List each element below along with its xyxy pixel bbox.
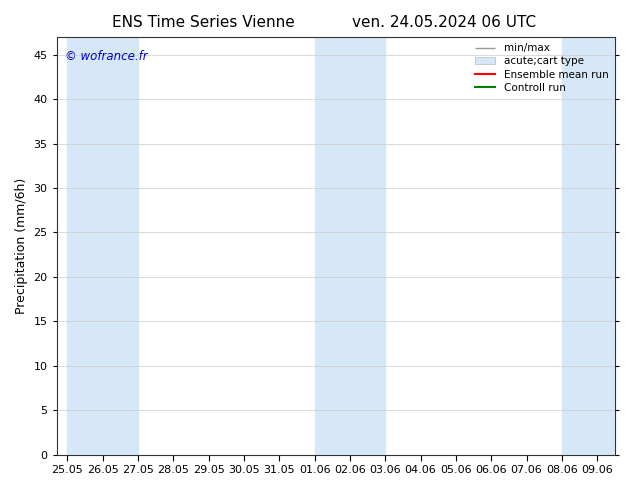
- Bar: [314, 37, 385, 455]
- Text: ven. 24.05.2024 06 UTC: ven. 24.05.2024 06 UTC: [352, 15, 536, 30]
- Text: ENS Time Series Vienne: ENS Time Series Vienne: [112, 15, 294, 30]
- Text: © wofrance.fr: © wofrance.fr: [65, 49, 148, 63]
- Y-axis label: Precipitation (mm/6h): Precipitation (mm/6h): [15, 178, 28, 314]
- Legend: min/max, acute;cart type, Ensemble mean run, Controll run: min/max, acute;cart type, Ensemble mean …: [470, 39, 612, 97]
- Bar: [562, 37, 615, 455]
- Bar: [67, 37, 138, 455]
